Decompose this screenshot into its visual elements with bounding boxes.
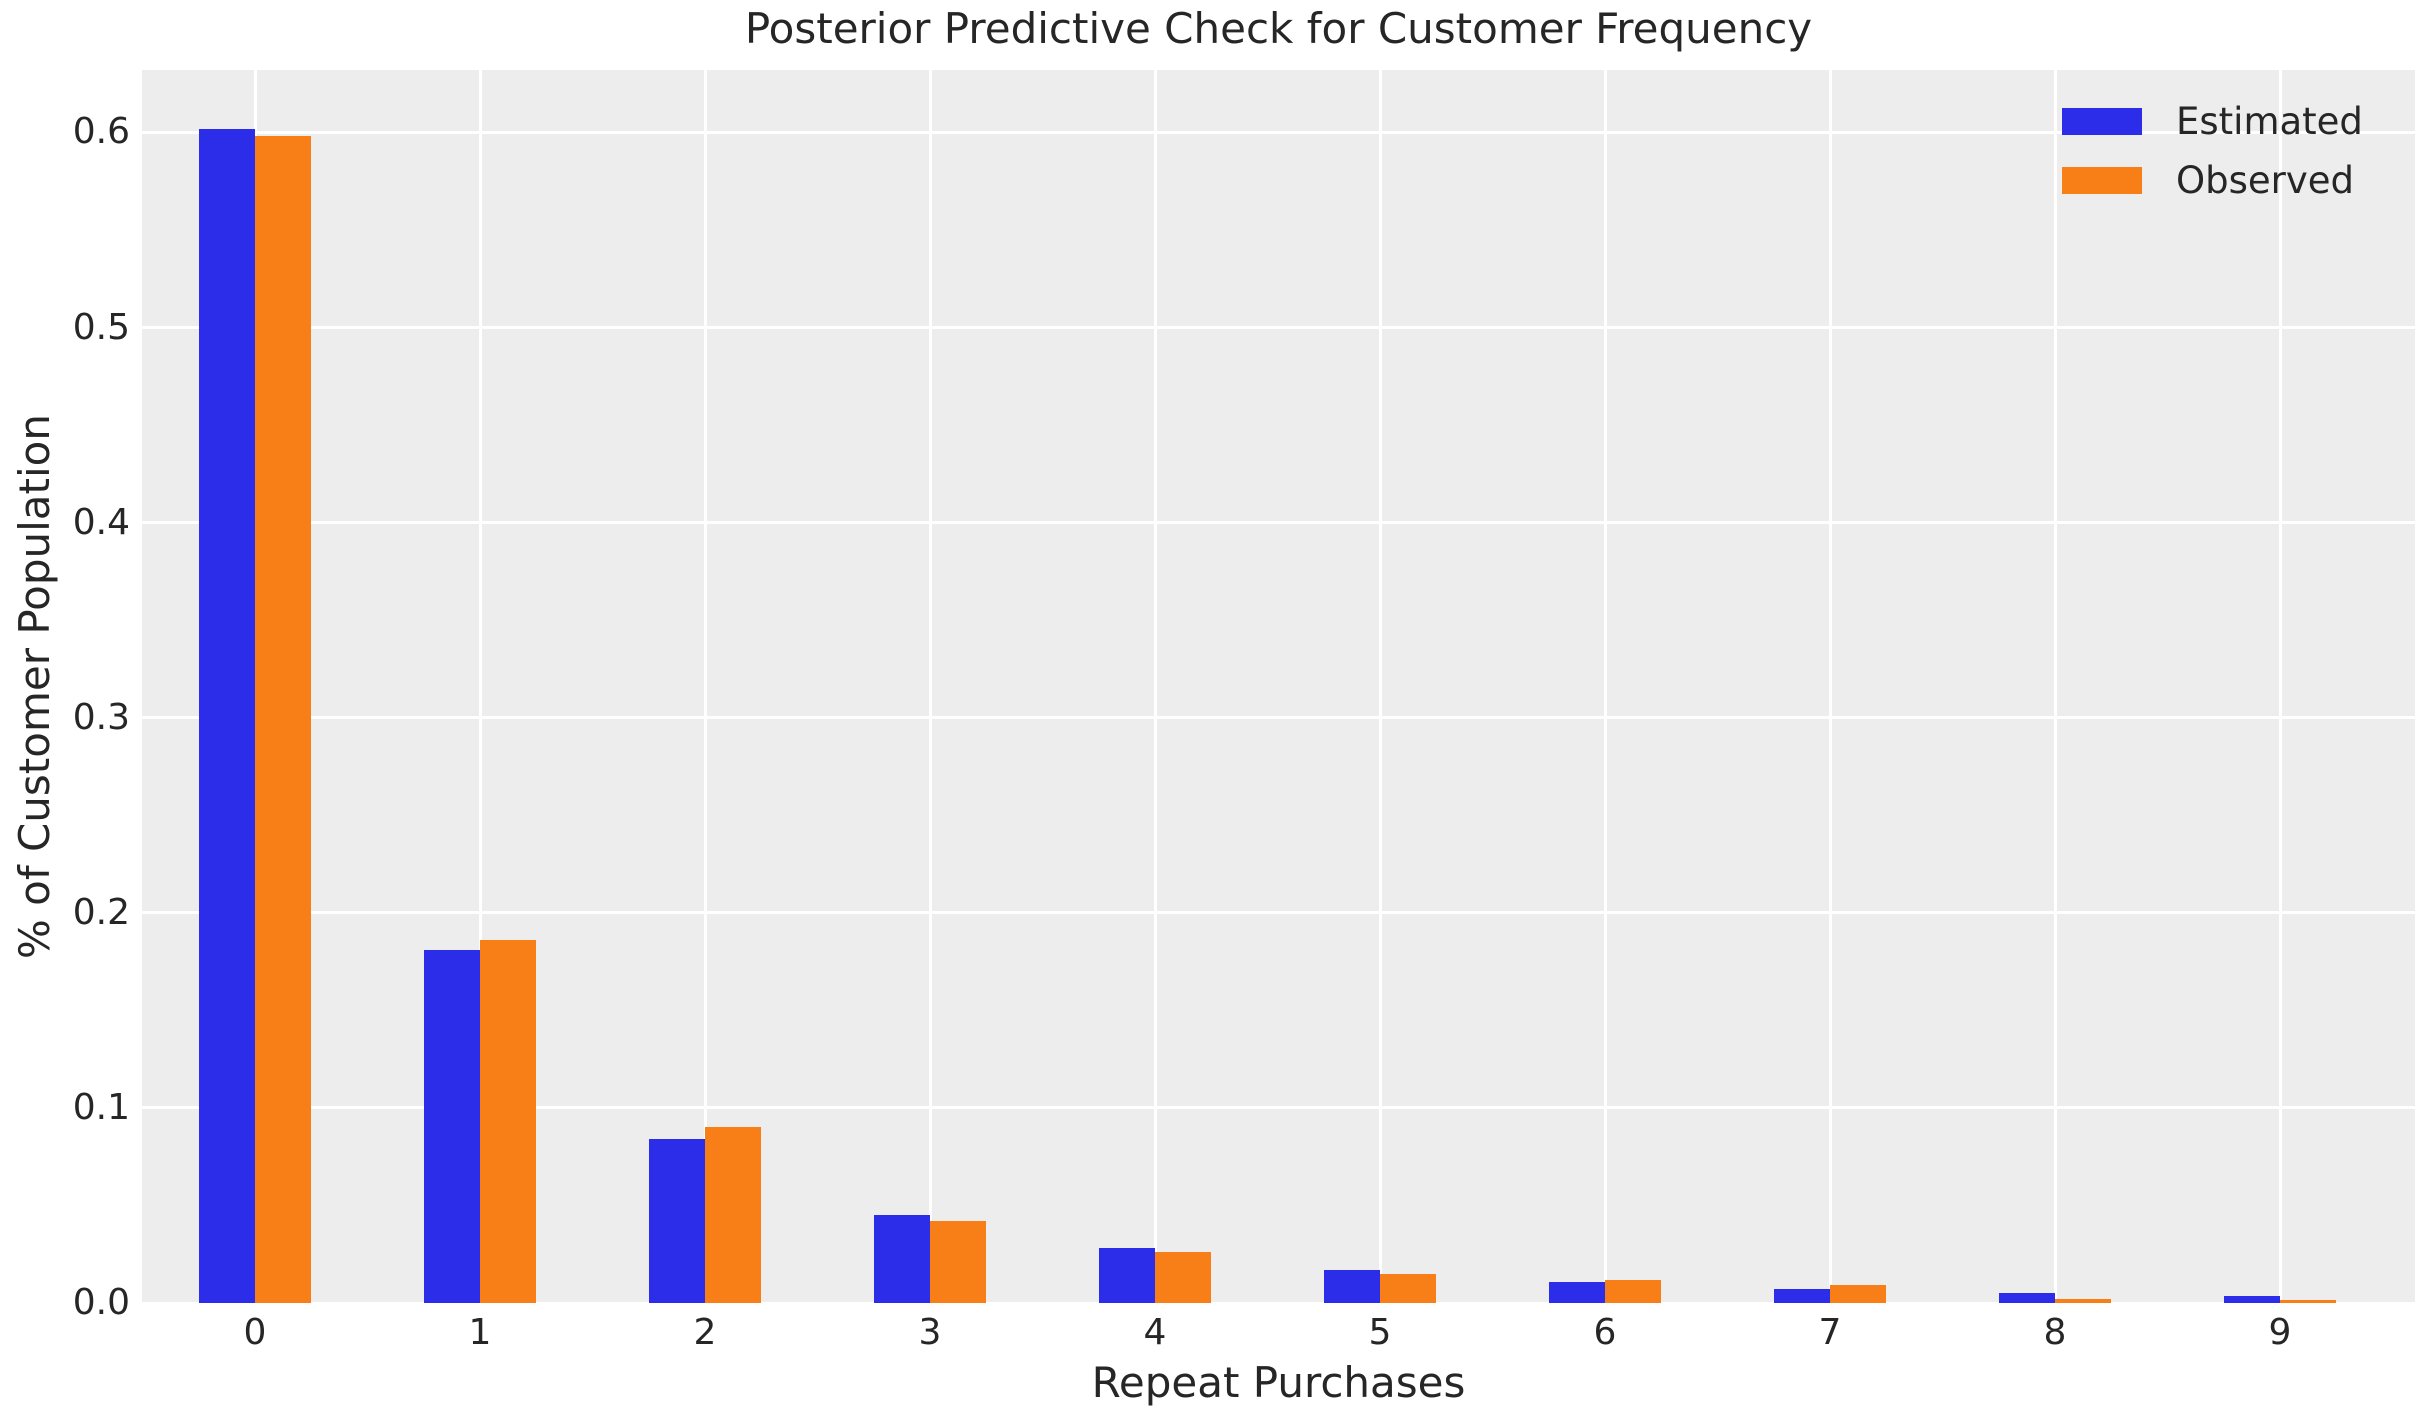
bar-estimated-4 [1099,1248,1155,1303]
bar-estimated-3 [874,1215,930,1303]
bar-observed-4 [1155,1252,1211,1303]
legend: Estimated Observed [2062,92,2363,210]
gridline-horizontal [142,521,2415,525]
bar-observed-6 [1605,1279,1661,1303]
x-tick-label: 1 [468,1312,492,1353]
x-tick-label: 4 [1143,1312,1167,1353]
gridline-horizontal [142,1106,2415,1110]
x-tick-label: 6 [1593,1312,1617,1353]
gridline-horizontal [142,1301,2415,1303]
gridline-vertical [2053,70,2057,1303]
y-tick-label: 0.1 [72,1086,130,1128]
x-tick-label: 9 [2268,1312,2292,1353]
bar-estimated-7 [1774,1288,1830,1303]
gridline-vertical [1378,70,1382,1303]
y-tick-label: 0.5 [72,306,130,348]
y-tick-label: 0.3 [72,696,130,738]
bar-observed-0 [255,136,311,1303]
bar-estimated-5 [1324,1269,1380,1303]
x-axis-label: Repeat Purchases [1091,1358,1466,1407]
y-tick-label: 0.0 [72,1282,130,1323]
bar-estimated-1 [424,949,480,1303]
gridline-vertical [1153,70,1157,1303]
y-tick-label: 0.2 [72,891,130,933]
bar-observed-9 [2280,1299,2336,1303]
bar-estimated-0 [199,128,255,1303]
legend-swatch-estimated [2062,108,2142,135]
bar-estimated-8 [1999,1292,2055,1303]
gridline-horizontal [142,716,2415,720]
gridline-vertical [703,70,707,1303]
legend-label-observed: Observed [2176,159,2355,202]
legend-item-observed: Observed [2062,151,2363,210]
plot-area [142,70,2415,1303]
bar-estimated-6 [1549,1281,1605,1303]
chart-title: Posterior Predictive Check for Customer … [744,4,1813,53]
y-tick-label: 0.4 [72,501,130,543]
x-tick-label: 7 [1818,1312,1842,1353]
bar-estimated-9 [2224,1295,2280,1303]
bar-observed-8 [2055,1298,2111,1303]
bar-observed-3 [930,1221,986,1303]
x-tick-label: 3 [918,1312,942,1353]
gridline-horizontal [142,326,2415,330]
x-tick-label: 0 [243,1312,267,1353]
x-tick-label: 5 [1368,1312,1392,1353]
bar-observed-7 [1830,1285,1886,1303]
gridline-horizontal [142,130,2415,134]
gridline-vertical [1828,70,1832,1303]
legend-label-estimated: Estimated [2176,100,2363,143]
gridline-vertical [478,70,482,1303]
bar-estimated-2 [649,1139,705,1303]
gridline-vertical [2278,70,2282,1303]
bar-observed-5 [1380,1273,1436,1303]
bar-observed-1 [480,940,536,1303]
legend-item-estimated: Estimated [2062,92,2363,151]
legend-swatch-observed [2062,167,2142,194]
y-axis-label: % of Customer Population [9,413,59,960]
gridline-vertical [1603,70,1607,1303]
y-tick-label: 0.6 [72,111,130,153]
gridline-horizontal [142,911,2415,915]
x-tick-label: 2 [693,1312,717,1353]
gridline-vertical [928,70,932,1303]
x-tick-label: 8 [2043,1312,2067,1353]
y-axis-label-wrap: % of Customer Population [9,70,59,1303]
bar-observed-2 [705,1127,761,1303]
